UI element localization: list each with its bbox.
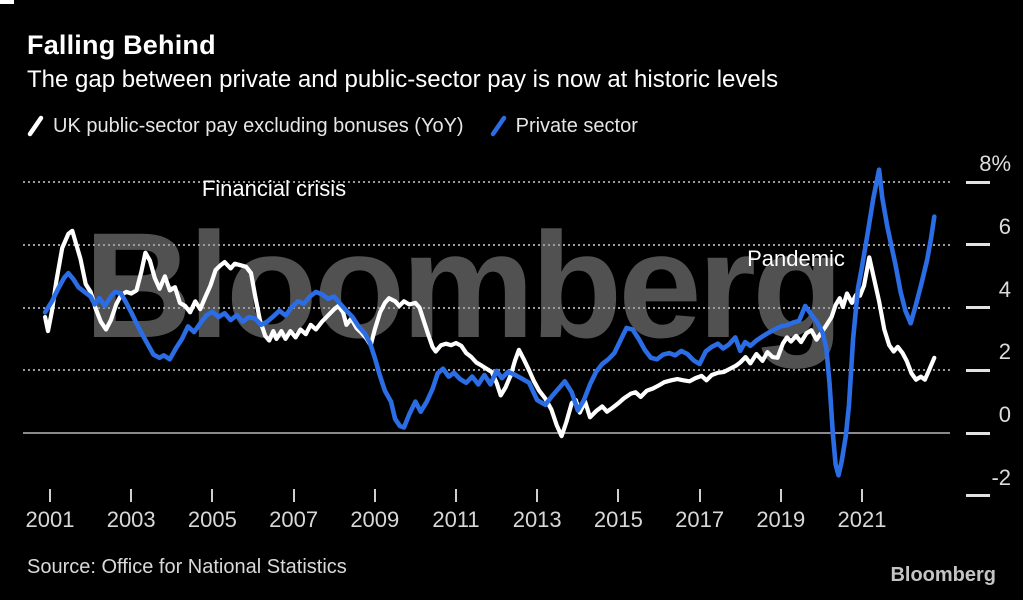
x-tick [861,489,863,502]
legend-item-private: Private sector [490,114,638,138]
gridline [23,306,950,309]
legend: UK public-sector pay excluding bonuses (… [27,114,638,138]
x-axis-label: 2013 [512,507,562,532]
annotation: Pandemic [747,246,845,271]
x-axis-label: 2001 [25,507,75,532]
series-line-private [42,167,937,478]
x-axis-label: 2011 [432,507,480,532]
gridline [23,243,950,246]
x-tick [373,489,376,502]
y-axis-label: 6 [998,213,1011,239]
x-tick [292,489,295,502]
x-axis-label: 2017 [675,507,725,532]
y-axis-label: 2 [998,339,1011,365]
y-axis-label: 4 [998,276,1011,302]
source-note: Source: Office for National Statistics [27,556,347,578]
y-axis-tick-dash [966,431,990,435]
x-tick [130,489,133,502]
gridline [23,181,950,184]
x-tick [698,489,701,502]
x-axis-label: 2015 [593,507,643,532]
x-tick [49,489,51,502]
x-tick [617,489,620,502]
legend-label-private: Private sector [515,114,638,137]
chart-subtitle: The gap between private and public-secto… [27,66,779,93]
x-axis-label: 2003 [106,507,156,532]
y-axis-label: 0 [998,402,1011,427]
private-series-slash-icon [490,115,506,137]
bloomberg-logo: Bloomberg [890,564,996,586]
chart-title: Falling Behind [27,30,216,60]
x-axis-label: 2009 [350,507,400,532]
y-axis-tick-dash [966,306,990,310]
x-tick [779,489,782,502]
x-axis-label: 2007 [269,507,319,532]
legend-item-public: UK public-sector pay excluding bonuses (… [27,114,464,138]
corner-mark [0,0,14,4]
x-tick [536,489,539,502]
y-axis-label: -2 [991,464,1011,490]
y-axis-tick-dash [966,368,990,372]
annotation: Financial crisis [201,176,347,201]
public-series-slash-icon [27,115,44,137]
series-line-public [42,228,937,439]
x-tick [211,489,214,502]
legend-label-public: UK public-sector pay excluding bonuses (… [53,114,464,137]
gridline [23,432,950,434]
x-axis-label: 2021 [837,507,887,532]
x-axis-label: 2005 [187,507,237,532]
y-axis-label: 8% [979,151,1011,177]
x-tick [455,489,457,502]
y-axis-tick-dash [966,494,990,498]
x-axis-label: 2019 [756,507,806,532]
y-axis-tick-dash [966,180,990,184]
y-axis-tick-dash [966,243,990,247]
